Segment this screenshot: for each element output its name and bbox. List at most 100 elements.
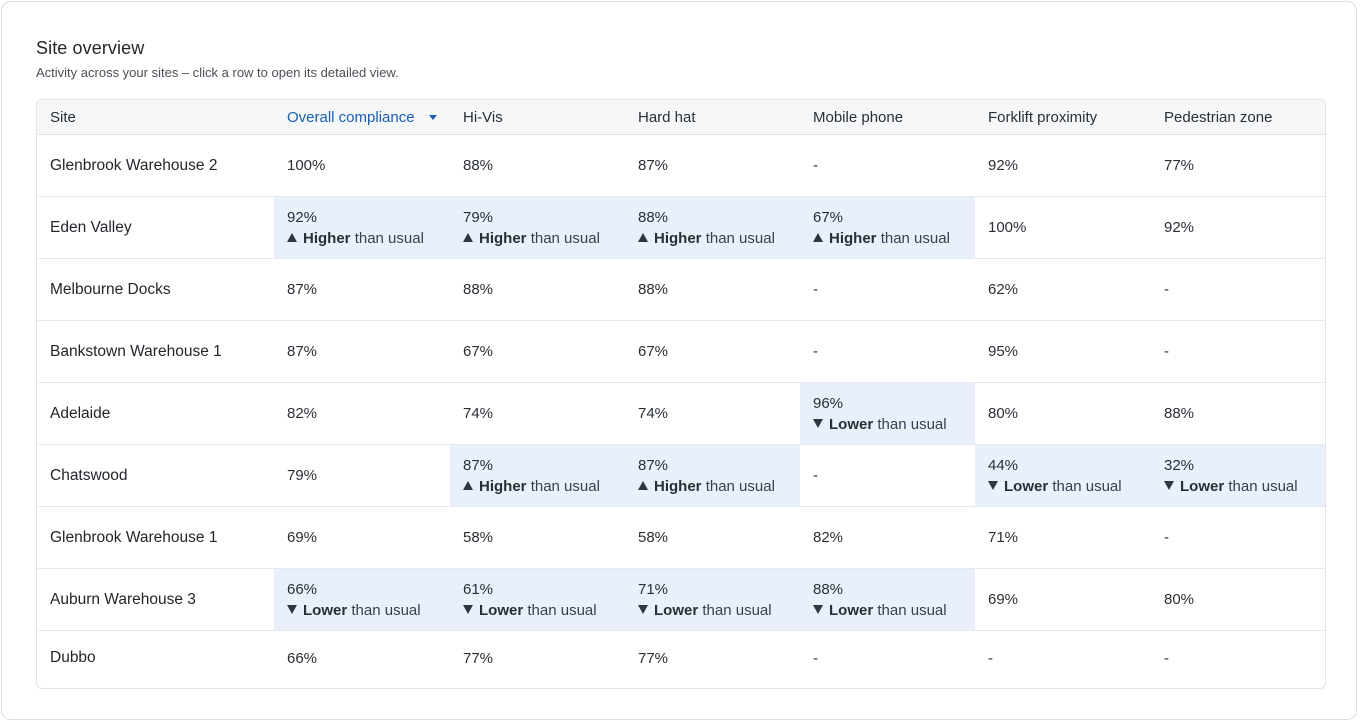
site-name-cell: Eden Valley [37, 196, 274, 259]
table-row[interactable]: Bankstown Warehouse 1 87% 67% 67% - 95% - [37, 320, 1325, 383]
column-overall-compliance-cell: 87% [274, 320, 450, 383]
column-header-label: Pedestrian zone [1164, 108, 1273, 126]
column-forklift-proximity-cell: 44% Lower than usual [975, 444, 1151, 507]
column-forklift-proximity-cell: 92% [975, 134, 1151, 197]
column-pedestrian-zone-cell: 32% Lower than usual [1151, 444, 1325, 507]
trend-suffix-label: than usual [877, 601, 947, 619]
cell-value: 87% [463, 456, 494, 474]
column-hi-vis-cell: 58% [450, 506, 625, 569]
column-header-label: Overall compliance [287, 108, 415, 126]
cell-value: - [813, 157, 818, 174]
cell-value: - [813, 343, 818, 360]
cell-value: 87% [287, 281, 318, 298]
cell-value: - [1164, 529, 1169, 546]
column-pedestrian-zone-cell: 77% [1151, 134, 1325, 197]
trend-suffix-label: than usual [880, 229, 950, 247]
column-pedestrian-zone-cell: - [1151, 258, 1325, 321]
cell-value: 88% [813, 580, 844, 598]
column-mobile-phone-header[interactable]: Mobile phone [800, 100, 975, 135]
site-name-cell: Dubbo [50, 649, 96, 667]
cell-value: - [813, 649, 818, 667]
site-name-cell: Glenbrook Warehouse 1 [37, 506, 274, 569]
cell-value: - [1164, 281, 1169, 298]
column-mobile-phone-cell: 67% Higher than usual [800, 196, 975, 259]
trend-direction-label: Higher [479, 477, 527, 495]
column-header-label: Hard hat [638, 108, 696, 126]
column-pedestrian-zone-cell: - [1151, 506, 1325, 569]
table-row[interactable]: Dubbo 66% 77% 77% - - - [37, 631, 1325, 686]
trend-indicator: Higher than usual [287, 230, 450, 247]
column-mobile-phone-cell: - [800, 631, 975, 686]
triangle-down-icon [638, 604, 648, 614]
cell-value: 92% [988, 157, 1019, 174]
cell-value: 87% [287, 343, 318, 360]
table-header-row: Site Overall compliance Hi-Vis Hard hat Mobi… [37, 100, 1325, 135]
cell-value: 44% [988, 456, 1019, 474]
column-hard-hat-cell: 88% Higher than usual [625, 196, 800, 259]
cell-value: - [813, 281, 818, 298]
cell-value: 67% [813, 208, 844, 226]
column-overall-compliance-cell: 87% [274, 258, 450, 321]
column-hi-vis-cell: 74% [450, 382, 625, 445]
trend-indicator: Lower than usual [813, 416, 975, 433]
trend-indicator: Lower than usual [287, 602, 450, 619]
column-mobile-phone-cell: 88% Lower than usual [800, 568, 975, 631]
trend-direction-label: Higher [479, 229, 527, 247]
column-header-label: Mobile phone [813, 108, 904, 126]
table-row[interactable]: Glenbrook Warehouse 1 69% 58% 58% 82% 71% - [37, 506, 1325, 569]
table-row[interactable]: Melbourne Docks 87% 88% 88% - 62% - [37, 258, 1325, 321]
column-forklift-proximity-cell: 80% [975, 382, 1151, 445]
cell-value: - [1164, 649, 1169, 667]
column-overall-compliance-cell: 79% [274, 444, 450, 507]
cell-value: 61% [463, 580, 494, 598]
column-hi-vis-cell: 88% [450, 134, 625, 197]
trend-suffix-label: than usual [530, 229, 600, 247]
table-row[interactable]: Glenbrook Warehouse 2 100% 88% 87% - 92% 77% [37, 134, 1325, 197]
column-pedestrian-zone-cell: 80% [1151, 568, 1325, 631]
column-overall-compliance-cell: 92% Higher than usual [274, 196, 450, 259]
column-forklift-proximity-cell: 69% [975, 568, 1151, 631]
trend-direction-label: Lower [1004, 477, 1049, 495]
column-pedestrian-zone-header[interactable]: Pedestrian zone [1151, 100, 1325, 135]
column-forklift-proximity-cell: - [975, 631, 1151, 686]
trend-indicator: Lower than usual [1164, 478, 1325, 495]
column-hi-vis-header[interactable]: Hi-Vis [450, 100, 625, 135]
column-hard-hat-cell: 88% [625, 258, 800, 321]
column-mobile-phone-cell: - [800, 320, 975, 383]
table-row[interactable]: Chatswood 79% 87% Higher than usual 87% Highe… [37, 444, 1325, 507]
triangle-up-icon [638, 480, 648, 490]
cell-value: 80% [988, 405, 1019, 422]
site-name-cell: Adelaide [37, 382, 274, 445]
cell-value: 77% [638, 649, 669, 667]
trend-indicator: Higher than usual [638, 230, 800, 247]
cell-value: 100% [988, 219, 1027, 236]
column-mobile-phone-cell: 82% [800, 506, 975, 569]
cell-value: 74% [463, 405, 494, 422]
column-forklift-proximity-header[interactable]: Forklift proximity [975, 100, 1151, 135]
trend-indicator: Higher than usual [463, 230, 625, 247]
trend-suffix-label: than usual [1052, 477, 1122, 495]
page-title: Site overview [36, 38, 145, 58]
column-mobile-phone-cell: - [800, 134, 975, 197]
trend-suffix-label: than usual [702, 601, 772, 619]
trend-direction-label: Lower [829, 601, 874, 619]
trend-direction-label: Lower [479, 601, 524, 619]
column-hard-hat-header[interactable]: Hard hat [625, 100, 800, 135]
column-overall-compliance-header[interactable]: Overall compliance [274, 100, 450, 135]
trend-direction-label: Lower [303, 601, 348, 619]
column-overall-compliance-cell: 82% [274, 382, 450, 445]
column-site-header[interactable]: Site [37, 100, 274, 135]
trend-suffix-label: than usual [354, 229, 424, 247]
cell-value: 58% [638, 529, 669, 546]
column-overall-compliance-cell: 69% [274, 506, 450, 569]
trend-direction-label: Lower [1180, 477, 1225, 495]
table-row[interactable]: Eden Valley 92% Higher than usual 79% Higher… [37, 196, 1325, 259]
table-row[interactable]: Auburn Warehouse 3 66% Lower than usual 61%… [37, 568, 1325, 631]
cell-value: 66% [287, 649, 318, 667]
triangle-up-icon [813, 232, 823, 242]
caret-down-icon[interactable] [428, 114, 437, 120]
table-row[interactable]: Adelaide 82% 74% 74% 96% Lower than usual 80% 8… [37, 382, 1325, 445]
column-hi-vis-cell: 79% Higher than usual [450, 196, 625, 259]
trend-indicator: Lower than usual [988, 478, 1151, 495]
